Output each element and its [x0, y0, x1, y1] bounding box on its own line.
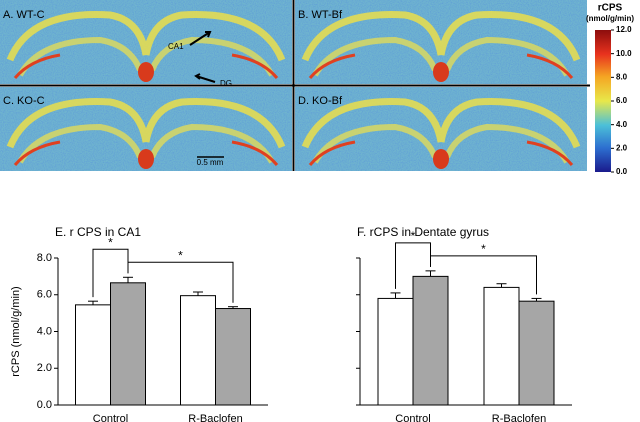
significance-label: * — [411, 229, 416, 243]
colorbar: rCPS (nmol/g/min) — [586, 3, 634, 172]
significance-bracket — [395, 242, 431, 289]
bar — [518, 300, 555, 406]
x-tick-label: Control — [395, 413, 430, 422]
significance-label: * — [481, 242, 486, 256]
x-tick-label: Control — [93, 413, 128, 422]
chart-title: E. r CPS in CA1 — [55, 225, 141, 239]
bar — [412, 275, 449, 406]
chart-title: F. rCPS in Dentate gyrus — [357, 225, 489, 239]
scale-bar-label: 0.5 mm — [197, 158, 224, 167]
colorbar-tick-label: 12.0 — [616, 25, 632, 34]
colorbar-scale — [595, 30, 611, 172]
region-label: DG — [220, 79, 232, 88]
y-tick-label: 0.0 — [37, 399, 52, 411]
panel-label: A. WT-C — [3, 9, 45, 21]
x-tick-label: R-Baclofen — [188, 413, 242, 422]
colorbar-tick-label: 4.0 — [616, 120, 628, 129]
colorbar-tick-label: 0.0 — [616, 167, 628, 176]
colorbar-unit: (nmol/g/min) — [586, 14, 634, 23]
y-axis-label: rCPS (nmol/g/min) — [10, 286, 22, 376]
colorbar-tick-label: 8.0 — [616, 72, 628, 81]
colorbar-title: rCPS — [598, 3, 623, 14]
y-tick-label: 2.0 — [37, 362, 52, 374]
colorbar-tick-label: 2.0 — [616, 143, 628, 152]
bar — [110, 282, 146, 406]
y-tick-label: 4.0 — [37, 325, 52, 337]
bar — [377, 297, 414, 406]
colorbar-tick-label: 10.0 — [616, 49, 632, 58]
x-tick-label: R-Baclofen — [492, 413, 546, 422]
image-panels: A. WT-C B. WT-Bf C. KO-C D. KO-Bf CA1 DG… — [0, 0, 590, 171]
panel-label: D. KO-Bf — [298, 95, 343, 107]
colorbar-tick-label: 6.0 — [616, 96, 628, 105]
significance-bracket — [430, 255, 537, 295]
significance-label: * — [178, 248, 183, 262]
panel-label: B. WT-Bf — [298, 9, 343, 21]
bar — [215, 308, 251, 406]
significance-bracket — [92, 248, 129, 298]
region-label: CA1 — [168, 42, 184, 51]
significance-bracket — [127, 261, 234, 303]
bar — [75, 304, 111, 406]
panel-label: C. KO-C — [3, 95, 45, 107]
bar — [180, 295, 216, 406]
y-tick-label: 6.0 — [37, 289, 52, 301]
bar — [483, 286, 520, 406]
y-tick-label: 8.0 — [37, 252, 52, 264]
significance-label: * — [108, 235, 113, 249]
